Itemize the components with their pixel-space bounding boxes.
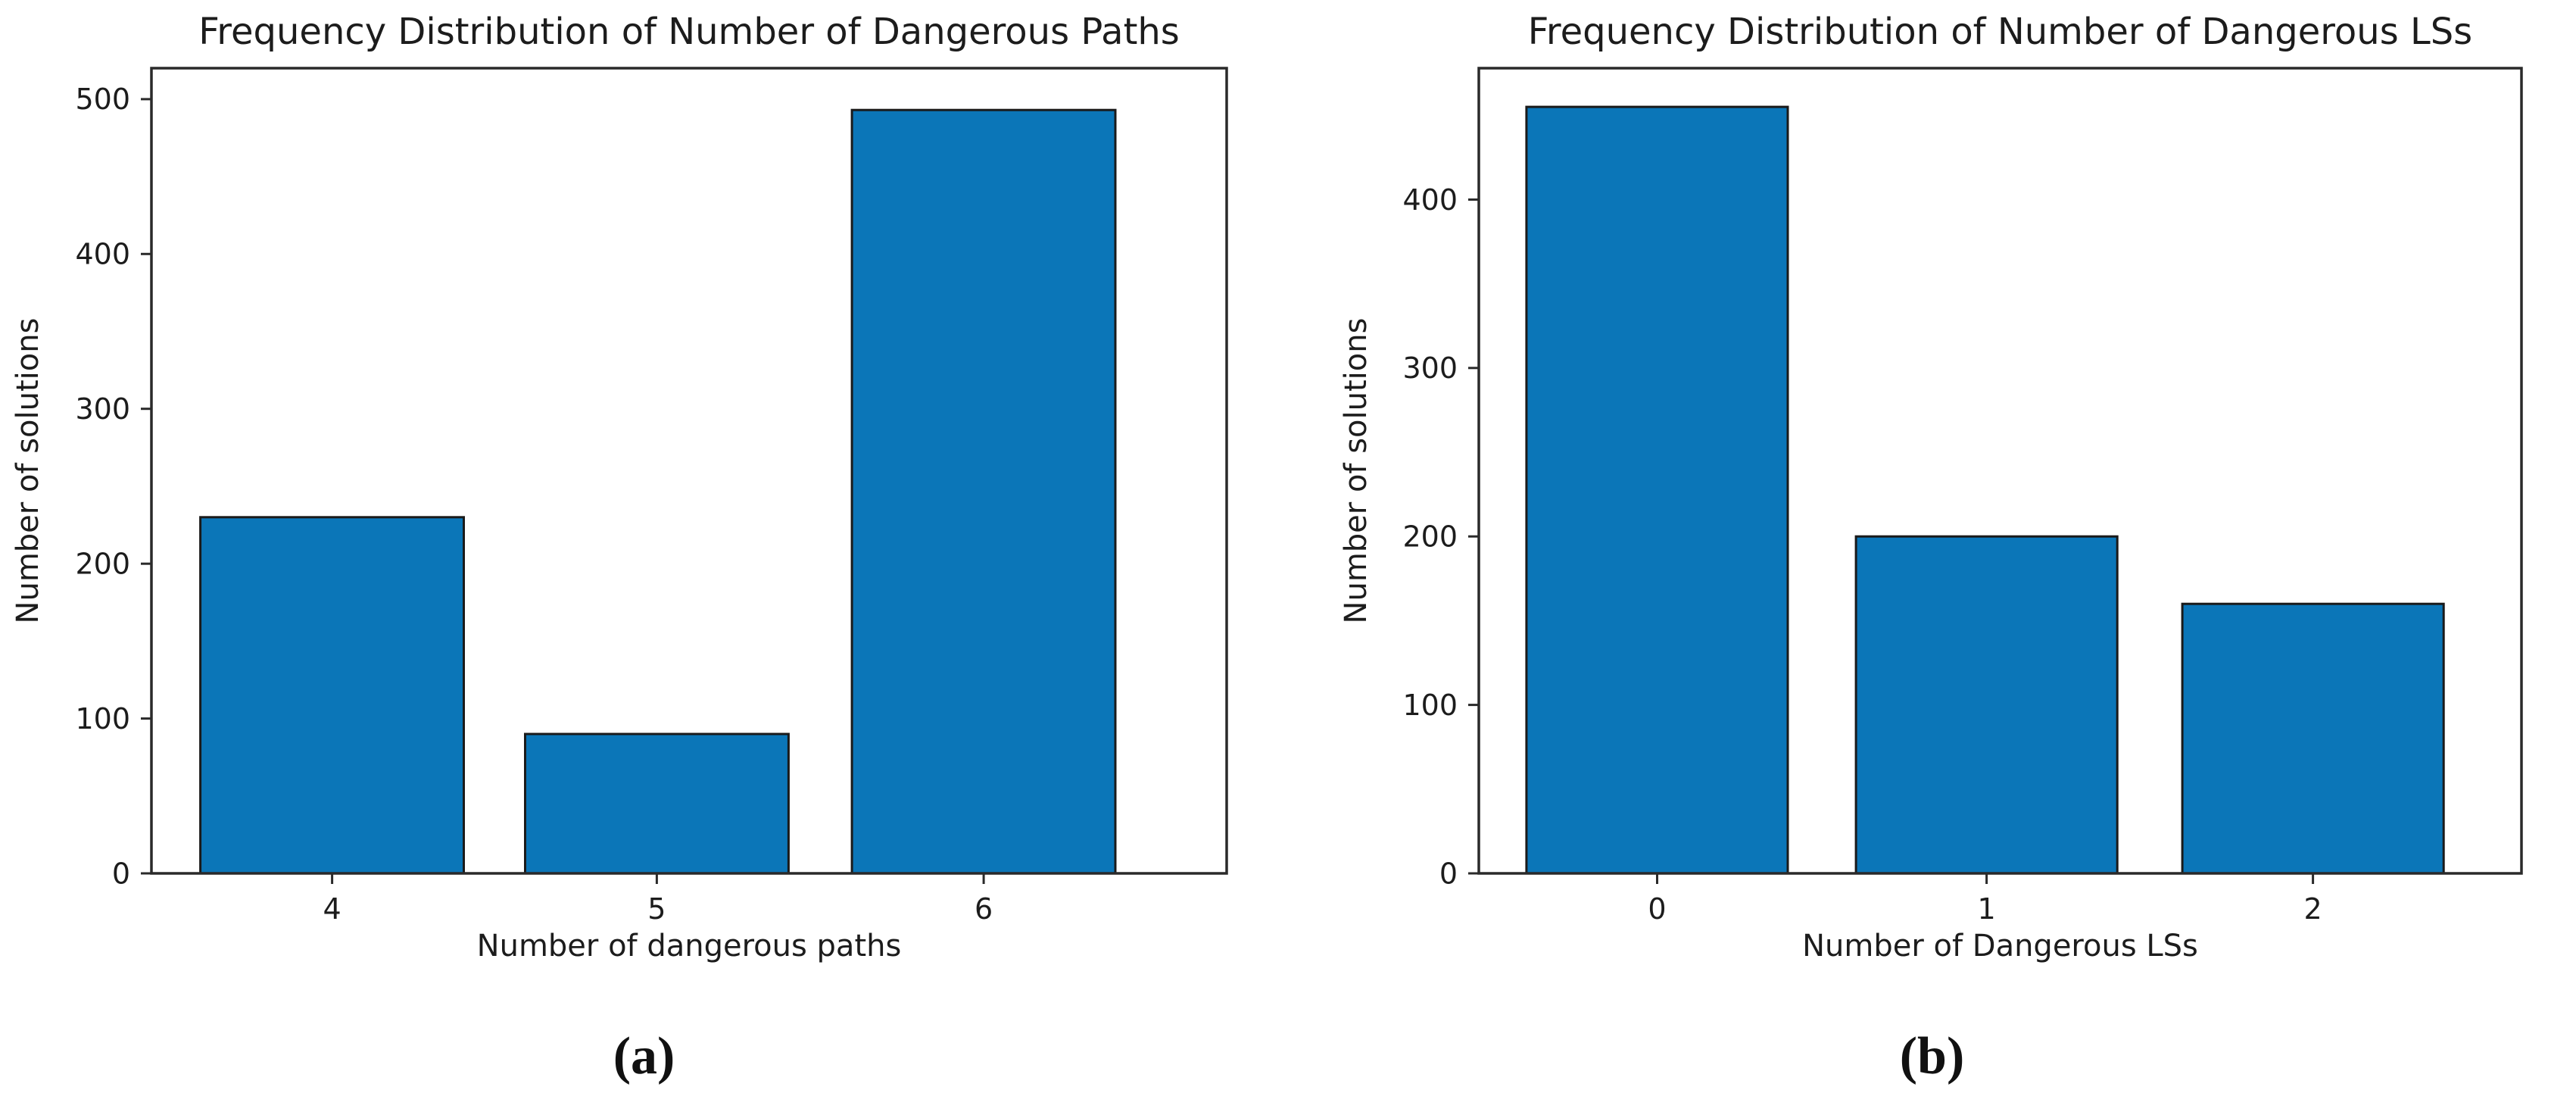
panel-a: 0 100 200 300 400 500 4 5 6 Frequency Distributio… [11,11,1228,1085]
y-axis-label: Number of solutions [11,318,45,624]
bar [1525,105,1789,875]
x-tick-label: 4 [323,892,341,926]
x-axis-label: Number of dangerous paths [477,929,902,964]
y-tick-label: 400 [75,238,130,271]
chart-title: Frequency Distribution of Number of Dang… [1528,11,2472,53]
plot-border [1477,67,2523,875]
x-axis-label: Number of Dangerous LSs [1802,929,2198,964]
bar [2181,602,2445,875]
plot-border [150,67,1228,875]
x-tick-label: 1 [1978,892,1996,926]
bar [850,108,1117,875]
x-tick-label: 5 [647,892,666,926]
y-tick-label: 100 [1402,689,1458,722]
y-tick-label: 0 [112,857,130,890]
y-tick-label: 300 [75,392,130,426]
panel-a-caption: (a) [613,1027,675,1085]
chart-title: Frequency Distribution of Number of Dang… [198,11,1180,53]
panel-b: 0 100 200 300 400 0 1 2 Frequency Distribution o… [1288,0,2576,1115]
y-tick-label: 500 [75,83,130,116]
y-tick-label: 300 [1402,351,1458,385]
bar-chart-dangerous-paths: 0 100 200 300 400 500 4 5 6 Frequency Distributio… [11,11,1228,964]
bar [524,732,790,875]
y-tick-label: 200 [1402,520,1458,554]
x-tick-label: 6 [975,892,993,926]
x-tick-label: 0 [1648,892,1666,926]
x-tick-label: 2 [2304,892,2322,926]
y-tick-label: 100 [75,702,130,736]
y-axis-label: Number of solutions [1339,318,1374,624]
y-tick-label: 0 [1439,857,1458,890]
bar [1854,535,2119,875]
y-tick-label: 400 [1402,183,1458,217]
y-tick-label: 200 [75,548,130,581]
bar [199,516,465,875]
panel-b-caption: (b) [1899,1027,1965,1085]
bar-chart-dangerous-lss: 0 100 200 300 400 0 1 2 Frequency Distribution o… [1339,11,2523,964]
